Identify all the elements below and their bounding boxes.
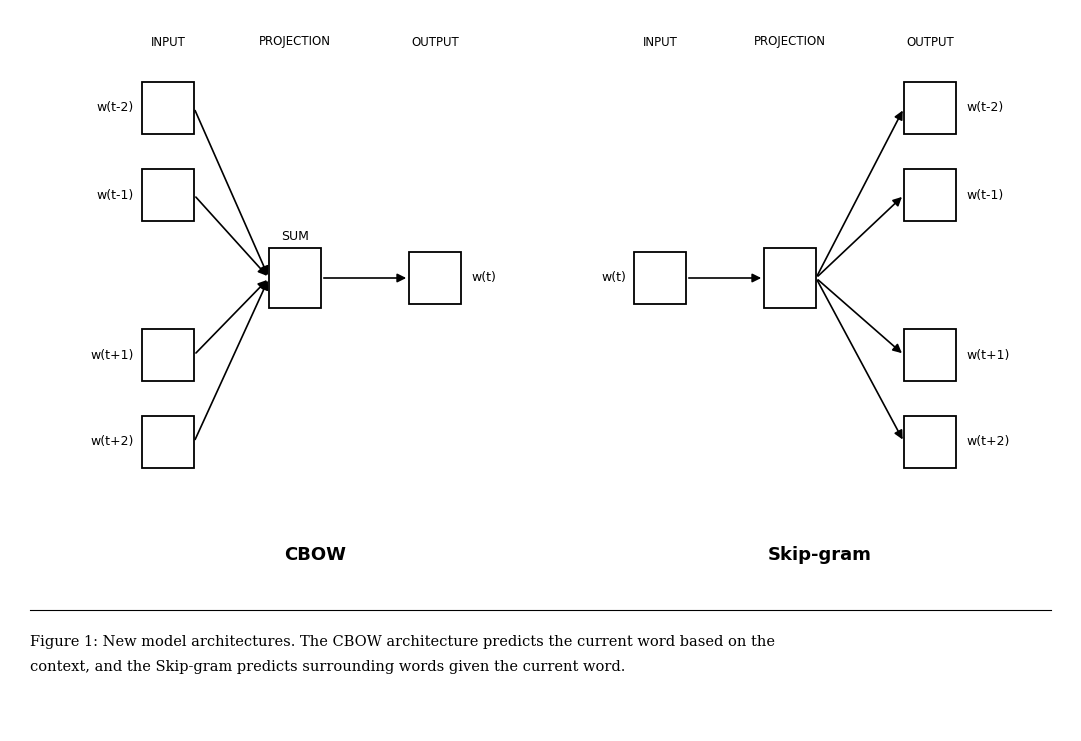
Bar — [904, 329, 956, 381]
Bar — [409, 252, 461, 304]
Text: w(t-1): w(t-1) — [966, 188, 1003, 202]
Text: PROJECTION: PROJECTION — [755, 36, 826, 48]
Text: w(t-2): w(t-2) — [97, 102, 134, 115]
Text: INPUT: INPUT — [642, 36, 678, 48]
Text: w(t-1): w(t-1) — [97, 188, 134, 202]
Text: Skip-gram: Skip-gram — [769, 546, 872, 564]
Text: PROJECTION: PROJECTION — [259, 36, 331, 48]
Bar — [142, 82, 193, 134]
Text: w(t+1): w(t+1) — [966, 348, 1010, 362]
Bar — [764, 248, 816, 308]
Text: w(t): w(t) — [601, 271, 626, 285]
Text: w(t+2): w(t+2) — [966, 436, 1010, 448]
Bar — [142, 416, 193, 468]
Bar — [142, 329, 193, 381]
Bar — [269, 248, 321, 308]
Text: Figure 1: New model architectures. The CBOW architecture predicts the current wo: Figure 1: New model architectures. The C… — [30, 635, 775, 649]
Bar — [904, 82, 956, 134]
Text: OUTPUT: OUTPUT — [906, 36, 953, 48]
Text: CBOW: CBOW — [284, 546, 346, 564]
Bar — [904, 416, 956, 468]
Text: w(t): w(t) — [471, 271, 496, 285]
Text: context, and the Skip-gram predicts surrounding words given the current word.: context, and the Skip-gram predicts surr… — [30, 660, 626, 674]
Bar — [142, 169, 193, 221]
Bar — [904, 169, 956, 221]
Text: OUTPUT: OUTPUT — [411, 36, 458, 48]
Text: SUM: SUM — [281, 230, 309, 242]
Bar — [633, 252, 686, 304]
Text: INPUT: INPUT — [150, 36, 186, 48]
Text: w(t-2): w(t-2) — [966, 102, 1003, 115]
Text: w(t+2): w(t+2) — [91, 436, 134, 448]
Text: w(t+1): w(t+1) — [91, 348, 134, 362]
